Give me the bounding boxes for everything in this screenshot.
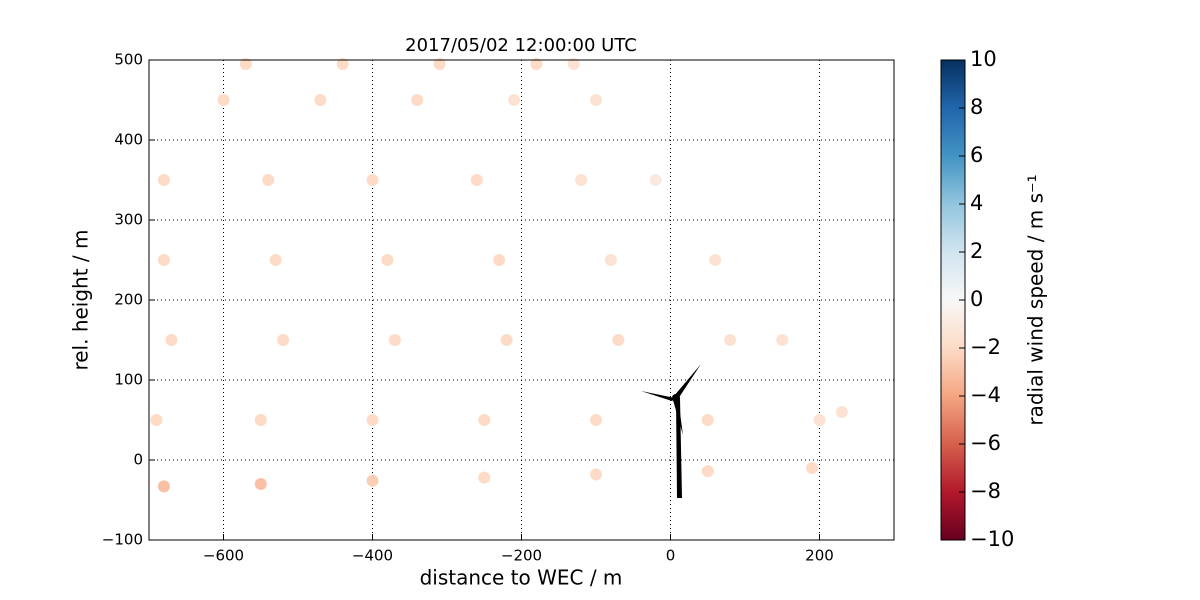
turbine-blade xyxy=(674,364,701,399)
chart-title: 2017/05/02 12:00:00 UTC xyxy=(405,35,637,56)
scatter-point xyxy=(277,334,290,346)
scatter-point xyxy=(314,94,327,106)
scatter-point xyxy=(649,174,662,186)
scatter-point xyxy=(701,414,714,426)
scatter-point xyxy=(590,414,602,426)
colorbar-tick-label: −6 xyxy=(970,431,1001,455)
scatter-point xyxy=(508,94,521,106)
scatter-point xyxy=(336,58,349,70)
scatter-point xyxy=(381,254,394,266)
x-tick-label: −600 xyxy=(203,547,244,565)
scatter-point xyxy=(612,334,625,346)
y-tick-label: 400 xyxy=(114,131,143,149)
turbine-hub xyxy=(672,394,680,402)
y-tick-label: 100 xyxy=(114,371,143,389)
x-tick-label: 0 xyxy=(666,547,676,565)
turbine-blade xyxy=(673,398,683,435)
y-tick-label: 300 xyxy=(114,211,143,229)
y-tick-label: 200 xyxy=(114,291,143,309)
wind-turbine xyxy=(641,364,701,498)
colorbar-label: radial wind speed / m s⁻¹ xyxy=(1024,174,1048,425)
scatter-point xyxy=(590,468,602,481)
y-axis-label: rel. height / m xyxy=(69,229,93,370)
scatter-point xyxy=(217,94,230,106)
scatter-point xyxy=(776,334,789,346)
colorbar-tick-label: 6 xyxy=(970,143,983,167)
scatter-point xyxy=(157,254,170,266)
scatter-point xyxy=(254,414,267,426)
scatter-point xyxy=(239,58,252,70)
scatter-point xyxy=(269,254,282,266)
scatter-point xyxy=(806,462,819,474)
colorbar-tick-label: 4 xyxy=(970,191,983,215)
scatter-point xyxy=(709,254,722,266)
x-axis-label: distance to WEC / m xyxy=(420,566,623,590)
scatter-point xyxy=(478,471,491,484)
colorbar-tick-label: 8 xyxy=(970,95,983,119)
colorbar-tick-label: −2 xyxy=(970,335,1001,359)
scatter-point xyxy=(590,94,602,106)
x-tick-label: 200 xyxy=(805,547,834,565)
scatter-point xyxy=(433,58,446,70)
scatter-point xyxy=(835,406,848,418)
scatter-point xyxy=(724,334,737,346)
scatter-point xyxy=(366,474,379,487)
scatter-point xyxy=(604,254,617,266)
scatter-point xyxy=(262,174,275,186)
colorbar-tick-label: 10 xyxy=(970,47,997,71)
scatter-point xyxy=(165,334,178,346)
scatter-point xyxy=(701,465,714,478)
scatter-point xyxy=(366,414,379,426)
colorbar-tick-label: −4 xyxy=(970,383,1001,407)
y-tick-label: −100 xyxy=(102,531,143,549)
scatter-point xyxy=(500,334,513,346)
scatter-point xyxy=(567,58,580,70)
scatter-point xyxy=(150,414,163,426)
scatter-point xyxy=(470,174,483,186)
colorbar-tick-label: 2 xyxy=(970,239,983,263)
scatter-point xyxy=(388,334,401,346)
scatter-point xyxy=(493,254,506,266)
colorbar-tick-label: 0 xyxy=(970,287,983,311)
y-tick-label: 0 xyxy=(133,451,143,469)
scatter-point xyxy=(157,480,170,493)
scatter-point xyxy=(530,58,543,70)
scatter-point xyxy=(366,174,379,186)
turbine-blade xyxy=(641,391,675,401)
colorbar-tick-label: −8 xyxy=(970,479,1001,503)
scatter-point xyxy=(157,174,170,186)
scatter-point xyxy=(813,414,826,426)
x-tick-label: −200 xyxy=(501,547,542,565)
x-tick-label: −400 xyxy=(352,547,393,565)
scatter-point xyxy=(411,94,424,106)
scatter-point xyxy=(478,414,491,426)
colorbar-tick-label: −10 xyxy=(970,527,1014,551)
y-tick-label: 500 xyxy=(114,51,143,69)
scatter-point xyxy=(254,478,267,490)
scatter-point xyxy=(575,174,588,186)
